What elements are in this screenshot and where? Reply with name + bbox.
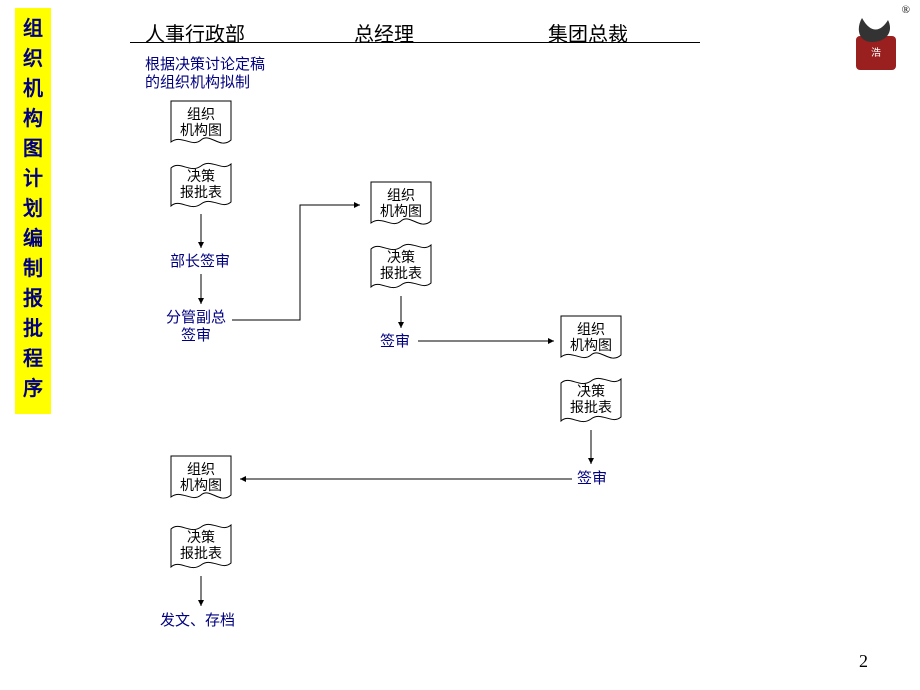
flow-connectors [0,0,920,690]
page: 组 织 机 构 图 计 划 编 制 报 批 程 序 人事行政部 总经理 集团总裁… [0,0,920,690]
page-number: 2 [859,651,868,672]
